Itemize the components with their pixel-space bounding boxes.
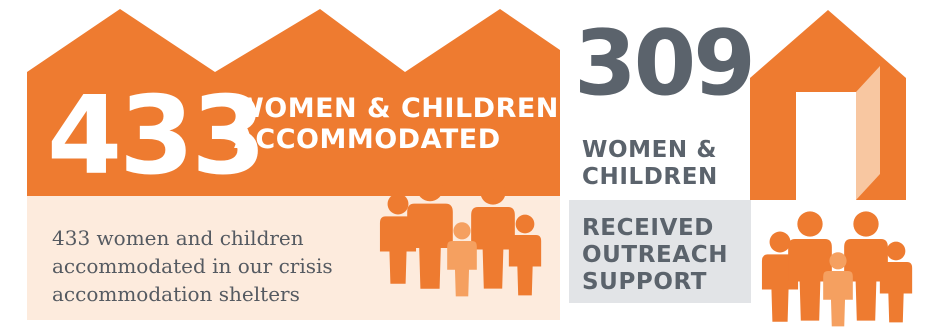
description-line1: 433 women and children bbox=[52, 226, 304, 250]
accommodated-heading-line2: ACCOMMODATED bbox=[234, 124, 501, 155]
outreach-label: RECEIVED OUTREACH SUPPORT bbox=[582, 215, 728, 296]
outreach-panel bbox=[569, 200, 751, 303]
accommodated-description: 433 women and children accommodated in o… bbox=[52, 224, 333, 308]
description-line2: accommodated in our crisis bbox=[52, 254, 333, 278]
outreach-label-line3: SUPPORT bbox=[582, 269, 708, 295]
accommodated-heading-line1: WOMEN & CHILDREN bbox=[234, 93, 559, 124]
outreach-subheading-line1: WOMEN & bbox=[582, 137, 718, 163]
outreach-subheading-line2: CHILDREN bbox=[582, 164, 718, 190]
accommodated-heading: WOMEN & CHILDREN ACCOMMODATED bbox=[234, 93, 559, 155]
outreach-subheading: WOMEN & CHILDREN bbox=[582, 137, 718, 191]
house-open-door-icon bbox=[750, 10, 906, 200]
outreach-label-line1: RECEIVED bbox=[582, 215, 714, 241]
family-group-icon-right bbox=[761, 211, 913, 327]
description-line3: accommodation shelters bbox=[52, 282, 300, 306]
outreach-label-line2: OUTREACH bbox=[582, 242, 729, 268]
outreach-count: 309 bbox=[574, 11, 756, 116]
accommodated-count: 433 bbox=[47, 74, 266, 199]
house-roof-banner bbox=[27, 9, 560, 196]
